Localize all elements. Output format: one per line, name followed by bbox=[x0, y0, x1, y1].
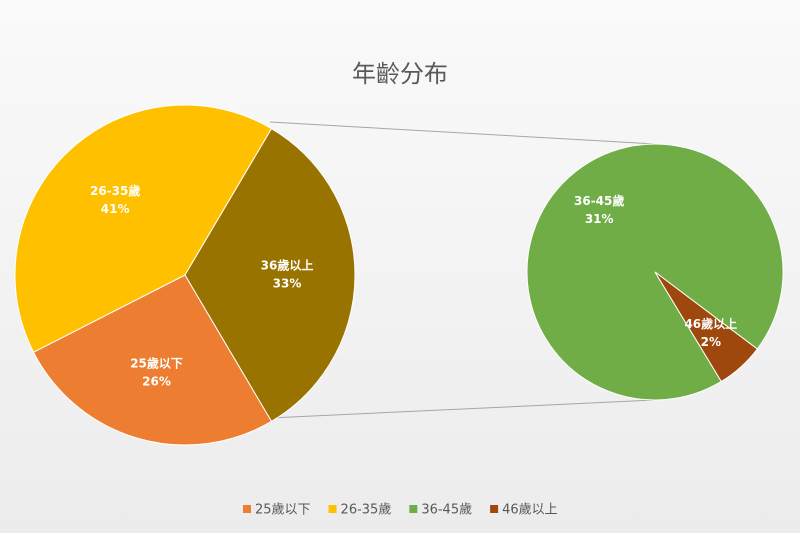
data-label: 26-35歲 bbox=[90, 183, 140, 198]
chart-title: 年齡分布 bbox=[352, 60, 448, 88]
legend-label: 46歲以上 bbox=[502, 503, 558, 518]
data-label: 26% bbox=[142, 374, 171, 388]
data-label: 25歲以下 bbox=[130, 355, 183, 370]
connector bbox=[269, 121, 656, 145]
data-label: 2% bbox=[701, 335, 721, 349]
legend-swatch bbox=[328, 505, 337, 513]
pie-slice bbox=[654, 271, 758, 383]
pie-slice bbox=[14, 104, 273, 353]
pie-slice bbox=[184, 127, 356, 423]
legend-label: 36-45歲 bbox=[421, 503, 472, 518]
legend-label: 25歲以下 bbox=[255, 503, 311, 518]
data-label: 31% bbox=[585, 212, 614, 226]
data-label: 36-45歲 bbox=[574, 193, 624, 208]
legend-swatch bbox=[490, 505, 499, 513]
data-label: 41% bbox=[101, 202, 130, 216]
data-label: 46歲以上 bbox=[684, 316, 737, 331]
connector bbox=[269, 399, 656, 419]
data-label: 33% bbox=[273, 277, 302, 291]
legend-label: 26-35歲 bbox=[341, 503, 392, 518]
legend-swatch bbox=[243, 505, 251, 513]
pie-slice bbox=[32, 274, 273, 446]
data-label: 36歲以上 bbox=[261, 258, 314, 273]
legend-swatch bbox=[409, 505, 418, 513]
